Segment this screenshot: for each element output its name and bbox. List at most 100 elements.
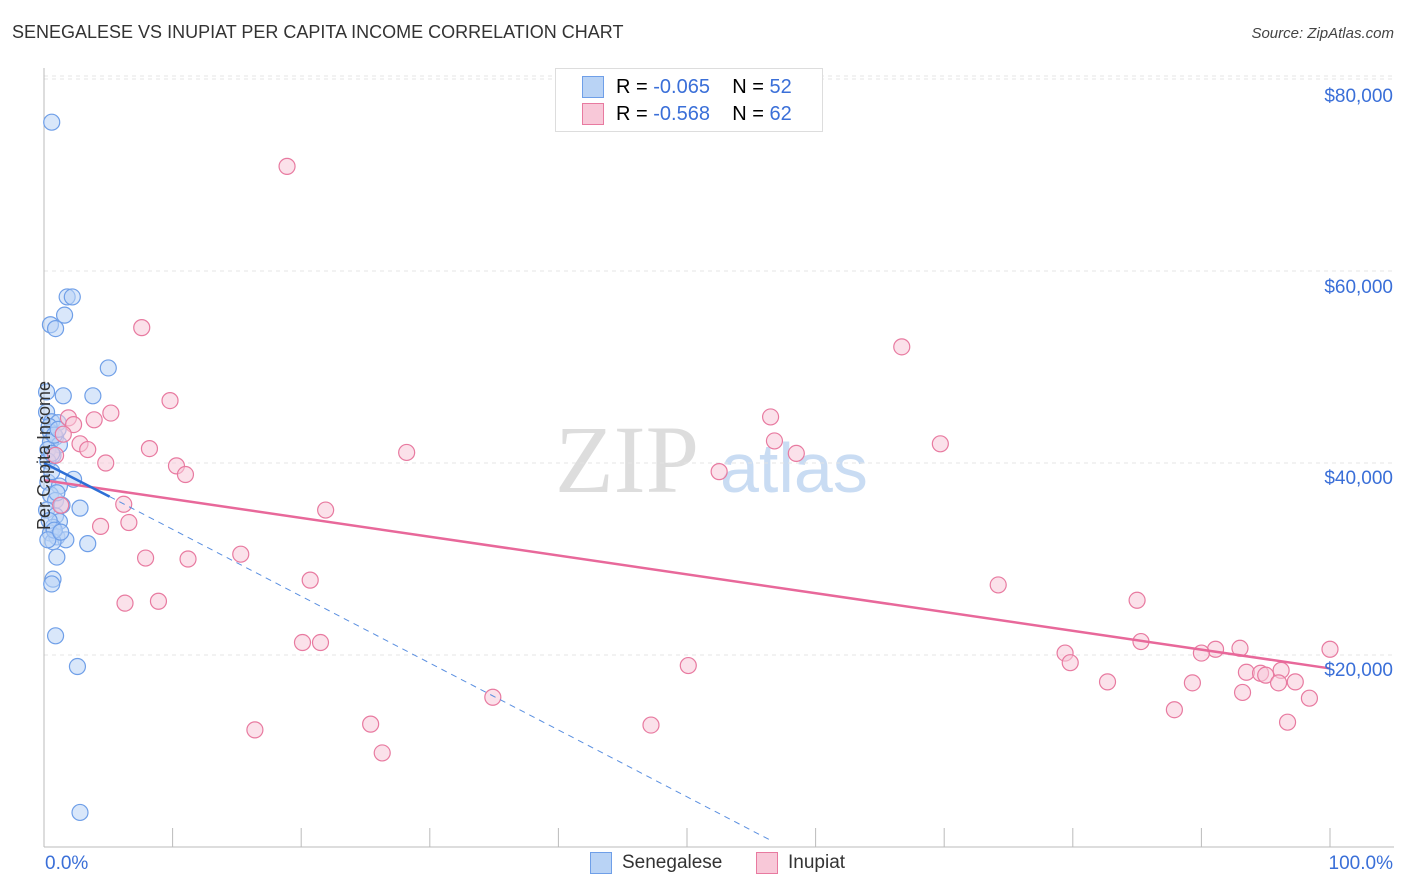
senegalese-point [54, 387, 72, 405]
senegalese-point [71, 803, 89, 822]
inupiat-point [1128, 591, 1146, 609]
inupiat-point [1286, 673, 1304, 691]
inupiat-point [1192, 644, 1211, 662]
inupiat-point [161, 392, 179, 410]
inupiat-swatch [582, 103, 604, 125]
x-tick-label: 0.0% [45, 853, 89, 874]
chart-title: SENEGALESE VS INUPIAT PER CAPITA INCOME … [12, 22, 624, 42]
inupiat-point [931, 435, 949, 453]
inupiat-point [54, 425, 72, 443]
inupiat-point [232, 545, 250, 563]
senegalese-point [46, 627, 65, 645]
inupiat-point [1061, 654, 1079, 672]
senegalese-point [43, 113, 61, 131]
inupiat-point [1206, 640, 1225, 658]
inupiat-point [246, 721, 264, 739]
inupiat-point [484, 688, 502, 706]
inupiat-point [116, 594, 134, 612]
inupiat-point [398, 443, 416, 462]
inupiat-point [91, 517, 110, 535]
r-label: R = [616, 102, 648, 125]
inupiat-point [1257, 666, 1275, 684]
n-label: N = [732, 102, 764, 125]
inupiat-point [1269, 674, 1288, 692]
inupiat-point [46, 446, 65, 464]
y-axis-label: Per Capita Income [34, 380, 55, 531]
senegalese-swatch [590, 852, 612, 874]
legend-senegalese: Senegalese [590, 852, 722, 874]
legend-label: Senegalese [622, 852, 723, 873]
inupiat-point [293, 633, 312, 652]
senegalese-trend-line [43, 461, 111, 498]
y-tick-label: $60,000 [1324, 277, 1393, 298]
senegalese-point [63, 288, 81, 306]
inupiat-point [79, 440, 97, 459]
inupiat-point [679, 656, 697, 675]
inupiat-point [133, 319, 151, 337]
inupiat-point [52, 496, 70, 514]
senegalese-trend-extension [109, 496, 771, 841]
inupiat-point [85, 411, 103, 429]
inupiat-trend-line [43, 479, 1331, 670]
inupiat-point [97, 454, 115, 472]
inupiat-point [102, 404, 120, 422]
inupiat-point [787, 444, 805, 462]
senegalese-point [68, 657, 87, 676]
r-label: R = [616, 75, 648, 98]
inupiat-point [765, 432, 784, 450]
inupiat-point [301, 571, 319, 589]
r-value: -0.065 [653, 75, 710, 98]
x-tick-label: 100.0% [1328, 853, 1393, 874]
inupiat-point [642, 716, 660, 734]
legend-row-senegalese: R = -0.065 N = 52 [582, 75, 792, 99]
n-value: 62 [769, 102, 792, 125]
inupiat-point [1098, 673, 1117, 691]
inupiat-point [761, 408, 780, 426]
inupiat-point [373, 744, 391, 762]
r-value: -0.568 [653, 102, 710, 125]
y-tick-label: $80,000 [1324, 86, 1393, 107]
inupiat-point [362, 715, 380, 733]
n-label: N = [732, 75, 764, 98]
senegalese-point [39, 531, 57, 549]
inupiat-point [710, 463, 728, 481]
inupiat-point [140, 440, 159, 458]
inupiat-point [1183, 674, 1201, 692]
inupiat-point [1165, 701, 1183, 719]
senegalese-point [79, 535, 97, 553]
senegalese-point [84, 387, 102, 405]
senegalese-point [55, 306, 74, 324]
inupiat-point [989, 576, 1007, 594]
senegalese-point [48, 548, 66, 566]
y-tick-label: $40,000 [1324, 468, 1393, 489]
y-tick-label: $20,000 [1324, 660, 1393, 681]
senegalese-point [43, 575, 61, 593]
senegalese-point [99, 359, 117, 377]
inupiat-point [1278, 713, 1297, 731]
legend-label: Inupiat [788, 852, 846, 873]
n-value: 52 [769, 75, 792, 98]
inupiat-point [317, 501, 335, 519]
inupiat-point [311, 633, 330, 652]
inupiat-point [1321, 640, 1339, 658]
inupiat-point [278, 157, 296, 175]
inupiat-point [893, 338, 911, 356]
senegalese-point [37, 383, 56, 401]
watermark-zip: ZIP [555, 406, 699, 513]
watermark-atlas: atlas [720, 429, 868, 507]
senegalese-point [52, 523, 70, 541]
senegalese-swatch [582, 76, 604, 98]
inupiat-point [149, 592, 168, 610]
inupiat-point [176, 465, 195, 484]
legend-row-inupiat: R = -0.568 N = 62 [582, 102, 792, 126]
inupiat-point [179, 550, 197, 568]
senegalese-point [71, 499, 89, 517]
inupiat-swatch [756, 852, 778, 874]
inupiat-point [120, 513, 138, 532]
chart-source: Source: ZipAtlas.com [1251, 25, 1394, 42]
legend-inupiat: Inupiat [756, 852, 845, 874]
inupiat-point [136, 549, 155, 567]
inupiat-point [1233, 683, 1252, 702]
